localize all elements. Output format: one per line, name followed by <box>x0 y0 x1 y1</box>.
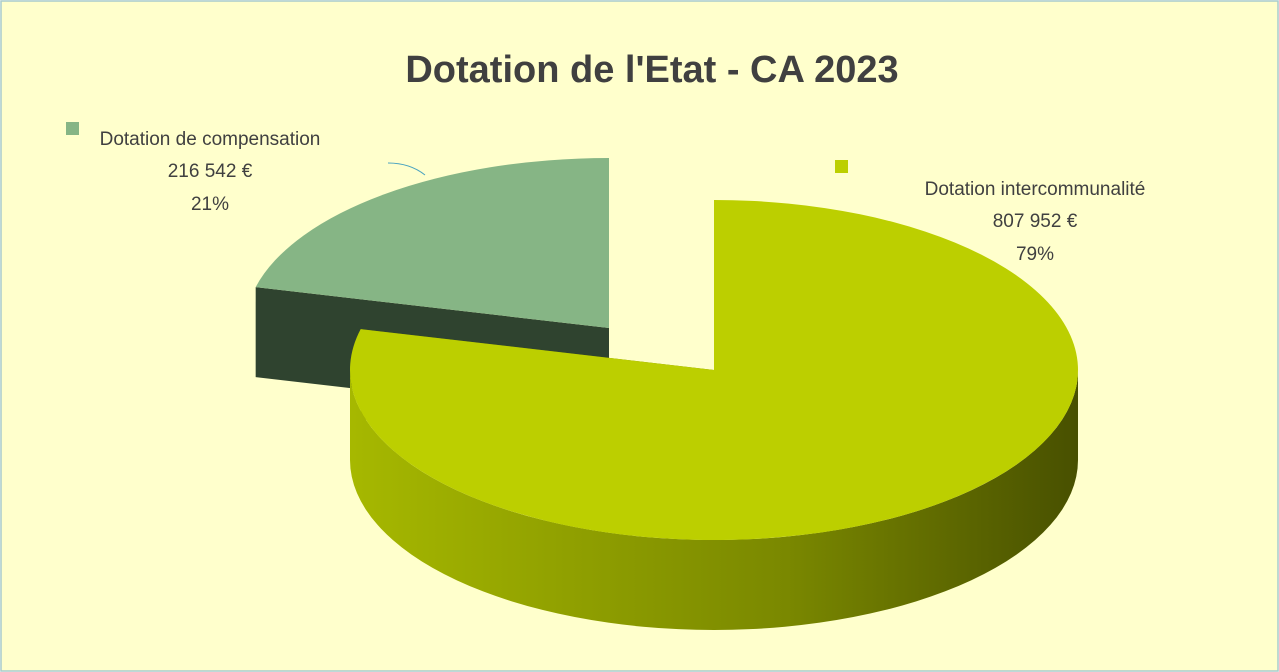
data-label-percent: 79% <box>1016 244 1054 265</box>
legend-marker <box>66 122 79 135</box>
slice <box>349 200 1078 541</box>
chart-title: Dotation de l'Etat - CA 2023 <box>405 49 898 91</box>
data-label-percent: 21% <box>191 194 229 215</box>
slice <box>255 158 609 328</box>
data-label-name: Dotation intercommunalité <box>925 179 1146 200</box>
leader-line <box>387 162 426 176</box>
pie <box>255 158 1078 630</box>
data-label-value: 216 542 € <box>168 161 253 182</box>
data-label-value: 807 952 € <box>993 211 1078 232</box>
slice-wall <box>350 370 1078 630</box>
data-label-name: Dotation de compensation <box>100 129 321 150</box>
legend-marker <box>835 160 848 173</box>
